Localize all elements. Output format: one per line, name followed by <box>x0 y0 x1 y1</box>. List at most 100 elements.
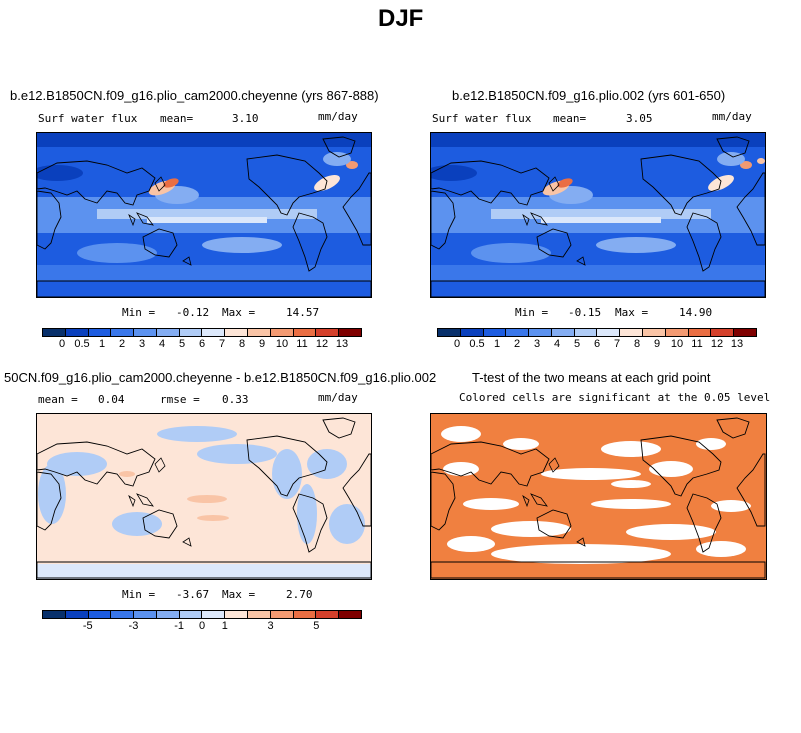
field-not-significant <box>441 426 481 442</box>
coastline <box>536 509 572 539</box>
panel2-max-label: Max = <box>615 306 649 319</box>
colorbar-swatch <box>316 611 340 618</box>
colorbar-tick-label: 10 <box>670 338 684 350</box>
field-polar-north <box>431 133 765 147</box>
field-not-significant <box>611 480 651 488</box>
colorbar-tick-label: 3 <box>533 338 541 350</box>
colorbar-tick-label: 8 <box>633 338 641 350</box>
field-not-significant <box>649 461 693 477</box>
colorbar-tick-label: 0 <box>198 620 206 632</box>
panel1-max-label: Max = <box>222 306 256 319</box>
field-not-significant <box>503 438 539 450</box>
coastline <box>246 435 328 497</box>
coastline-island <box>522 213 530 227</box>
panel1-title: b.e12.B1850CN.f09_g16.plio_cam2000.cheye… <box>10 88 379 103</box>
colorbar-tick-label: 11 <box>296 338 308 350</box>
coastline-island <box>548 457 560 473</box>
colorbar-tick-label: 2 <box>118 338 126 350</box>
field-positive-anomaly <box>119 471 135 477</box>
colorbar-tick-label: 2 <box>513 338 521 350</box>
colorbar-swatch <box>688 329 712 336</box>
colorbar-swatch <box>65 329 89 336</box>
colorbar-swatch <box>597 329 621 336</box>
field-negative-anomaly <box>272 449 302 499</box>
colorbar-swatch <box>225 329 249 336</box>
colorbar-swatch <box>506 329 530 336</box>
colorbar-tick-label: 12 <box>710 338 724 350</box>
colorbar-swatch <box>270 329 294 336</box>
coastline-island <box>182 537 192 547</box>
colorbar-swatch <box>734 329 756 336</box>
field-itcz-core <box>147 217 267 223</box>
panel3-mean-value: 0.04 <box>98 393 125 406</box>
field-europe <box>431 165 477 181</box>
coastline <box>37 190 62 250</box>
colorbar-swatch <box>483 329 507 336</box>
field-negative-anomaly <box>112 512 162 536</box>
field-negative-anomaly <box>307 449 347 479</box>
colorbar-tick-label: 3 <box>138 338 146 350</box>
panel3-max-value: 2.70 <box>286 588 313 601</box>
panel3-title: 50CN.f09_g16.plio_cam2000.cheyenne - b.e… <box>4 370 437 385</box>
panel1-mean-label: mean= <box>160 112 194 125</box>
panel2-map-field <box>431 133 765 297</box>
coastline-island <box>530 212 548 226</box>
field-not-significant <box>591 499 671 509</box>
coastline-island <box>154 457 166 473</box>
coastline <box>342 172 371 246</box>
coastline <box>322 136 356 158</box>
colorbar-swatch <box>529 329 552 336</box>
panel2-max-value: 14.90 <box>679 306 713 319</box>
coastline-island <box>136 212 154 226</box>
coastline <box>342 453 371 527</box>
panel2-min-label: Min = <box>515 306 549 319</box>
panel1-max-value: 14.57 <box>286 306 320 319</box>
panel3-colorbar-ticks: -5 -3 -1 0 1 3 5 <box>42 620 362 634</box>
colorbar-swatch <box>270 611 294 618</box>
colorbar-tick-label: 10 <box>275 338 289 350</box>
field-not-significant <box>463 498 519 510</box>
colorbar-swatch <box>43 329 66 336</box>
coastline-island <box>136 493 154 507</box>
colorbar-tick-label: -1 <box>174 620 185 632</box>
coastline <box>37 280 371 297</box>
colorbar-tick-label: 7 <box>218 338 226 350</box>
colorbar-tick-label: 0.5 <box>469 338 485 350</box>
field-extra-peak <box>757 158 765 164</box>
panel1-min-label: Min = <box>122 306 156 319</box>
colorbar-tick-label: 1 <box>98 338 106 350</box>
coastline-island <box>522 494 530 508</box>
colorbar-tick-label: 4 <box>158 338 166 350</box>
colorbar-swatch <box>156 611 180 618</box>
colorbar-tick-label: 6 <box>593 338 601 350</box>
colorbar-tick-label: 8 <box>238 338 246 350</box>
colorbar-tick-label: -3 <box>128 620 139 632</box>
panel4-map <box>430 413 767 580</box>
coastline <box>736 172 765 246</box>
colorbar-swatch <box>111 611 135 618</box>
panel1-colorbar <box>42 328 362 337</box>
colorbar-swatch <box>293 329 317 336</box>
panel3-min-label: Min = <box>122 588 156 601</box>
panel2-units: mm/day <box>712 110 752 123</box>
panel1-map <box>36 132 372 298</box>
panel3-min-value: -3.67 <box>176 588 210 601</box>
coastline <box>246 154 328 216</box>
colorbar-swatch <box>460 329 484 336</box>
colorbar-swatch <box>316 329 340 336</box>
field-not-significant <box>696 541 746 557</box>
field-negative-anomaly <box>197 444 277 464</box>
colorbar-tick-label: 9 <box>653 338 661 350</box>
colorbar-swatch <box>43 611 66 618</box>
field-negative-anomaly <box>38 464 66 524</box>
colorbar-tick-label: 1 <box>493 338 501 350</box>
colorbar-tick-label: 13 <box>335 338 349 350</box>
coastline <box>736 453 766 527</box>
panel2-map <box>430 132 766 298</box>
panel3-colorbar <box>42 610 362 619</box>
coastline <box>292 212 328 272</box>
coastline <box>431 190 456 250</box>
field-antarctic <box>37 564 371 579</box>
colorbar-swatch <box>202 611 226 618</box>
colorbar-tick-label: 4 <box>553 338 561 350</box>
